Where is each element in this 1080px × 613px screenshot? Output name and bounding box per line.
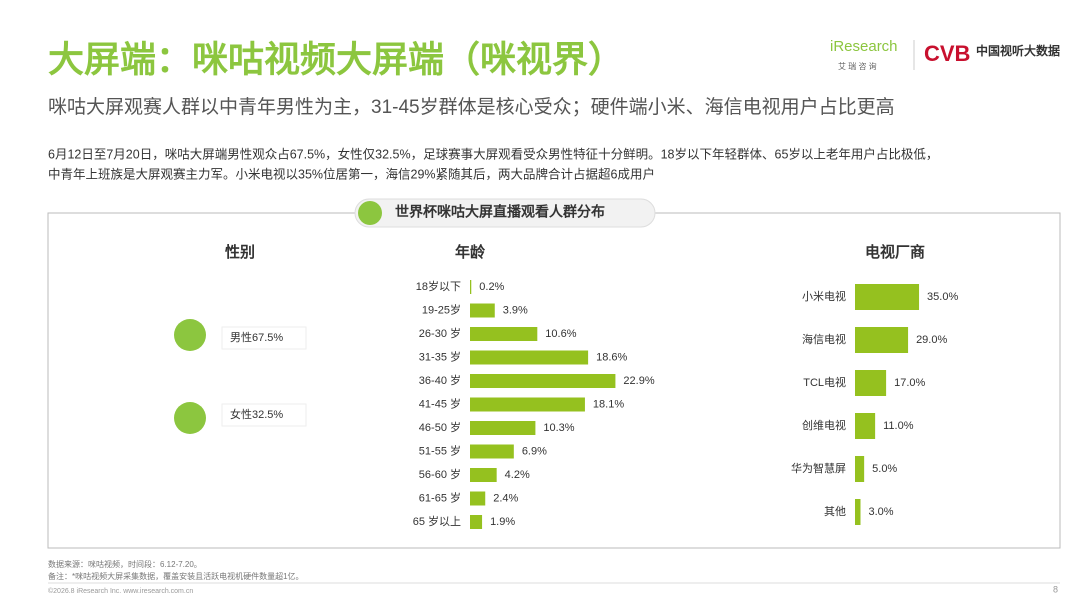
label-box: [221, 403, 307, 427]
value-label: 10.3%: [543, 422, 574, 434]
bar: [470, 374, 616, 388]
bar: [470, 280, 472, 294]
bar: [470, 468, 497, 482]
value-label: 18.1%: [593, 398, 624, 410]
value-label: 35.0%: [927, 291, 958, 303]
value-label: 2.4%: [493, 492, 518, 504]
category-label: 海信电视: [802, 332, 846, 346]
bar: [470, 350, 589, 365]
bar: [470, 515, 483, 529]
category-label: 19-25岁: [422, 302, 461, 316]
panel-title: 世界杯咪咕大屏直播观看人群分布: [395, 204, 605, 220]
value-label: 4.2%: [505, 469, 530, 481]
panel-title-bg: [354, 198, 656, 228]
value-label: 10.6%: [545, 328, 576, 340]
chart-title: 电视厂商: [865, 243, 925, 261]
category-label: 65 岁以上: [413, 514, 461, 528]
category-label: 56-60 岁: [419, 467, 461, 481]
bar: [855, 284, 920, 310]
bar: [470, 421, 536, 435]
category-label: 46-50 岁: [419, 420, 461, 434]
category-label: 31-35 岁: [419, 349, 461, 363]
icon: [358, 201, 382, 225]
bar: [855, 327, 909, 353]
category-label: 36-40 岁: [419, 373, 461, 387]
label-box: [221, 326, 307, 350]
value-label: 6.9%: [522, 445, 547, 457]
value-label: 29.0%: [916, 334, 947, 346]
note: 备注：*咪咕视频大屏采集数据，覆盖安装且活跃电视机硬件数量超1亿。: [48, 571, 304, 581]
logo: CVB: [924, 41, 970, 66]
category-label: TCL电视: [803, 375, 846, 389]
gender-label: 男性67.5%: [230, 330, 283, 344]
category-label: 18岁以下: [416, 279, 461, 293]
male-icon: [174, 319, 206, 351]
logo: 艾 瑞 咨 询: [838, 61, 877, 71]
category-label: 41-45 岁: [419, 396, 461, 410]
value-label: 17.0%: [894, 377, 925, 389]
gender-label: 女性32.5%: [230, 407, 283, 421]
category-label: 创维电视: [802, 418, 846, 432]
body-line: 6月12日至7月20日，咪咕大屏端男性观众占67.5%，女性仅32.5%，足球赛…: [48, 146, 938, 161]
value-label: 5.0%: [872, 463, 897, 475]
bar: [470, 303, 495, 318]
chart-title: 年龄: [455, 243, 486, 261]
bar: [470, 444, 514, 459]
value-label: 18.6%: [596, 351, 627, 363]
category-label: 小米电视: [802, 289, 846, 303]
bar: [855, 370, 887, 396]
bar: [855, 456, 865, 482]
gender-title: 性别: [225, 243, 255, 261]
source: 数据来源：咪咕视频，时间段：6.12-7.20。: [48, 559, 202, 569]
value-label: 22.9%: [623, 375, 654, 387]
bar: [470, 491, 486, 506]
category-label: 61-65 岁: [419, 490, 461, 504]
category-label: 其他: [824, 505, 846, 518]
category-label: 51-55 岁: [419, 443, 461, 457]
category-label: 华为智慧屏: [791, 461, 846, 475]
value-label: 1.9%: [490, 516, 515, 528]
page-number: 8: [1053, 584, 1058, 594]
bar: [470, 327, 538, 341]
bar: [855, 499, 861, 525]
value-label: 0.2%: [479, 281, 504, 293]
female-icon: [174, 402, 206, 434]
logo: iResearch: [830, 38, 898, 55]
title: 大屏端：咪咕视频大屏端（咪视界）: [48, 39, 624, 80]
bar: [470, 397, 585, 412]
category-label: 26-30 岁: [419, 326, 461, 340]
bar: [855, 413, 876, 439]
copyright: ©2026.8 iResearch Inc. www.iresearch.com…: [48, 587, 193, 595]
value-label: 3.0%: [868, 506, 893, 518]
value-label: 3.9%: [503, 304, 528, 316]
logo: 中国视听大数据: [976, 43, 1060, 58]
value-label: 11.0%: [883, 420, 914, 432]
subtitle: 咪咕大屏观赛人群以中青年男性为主，31-45岁群体是核心受众；硬件端小米、海信电…: [48, 96, 895, 118]
body-line: 中青年上班族是大屏观赛主力军。小米电视以35%位居第一，海信29%紧随其后，两大…: [48, 166, 655, 181]
